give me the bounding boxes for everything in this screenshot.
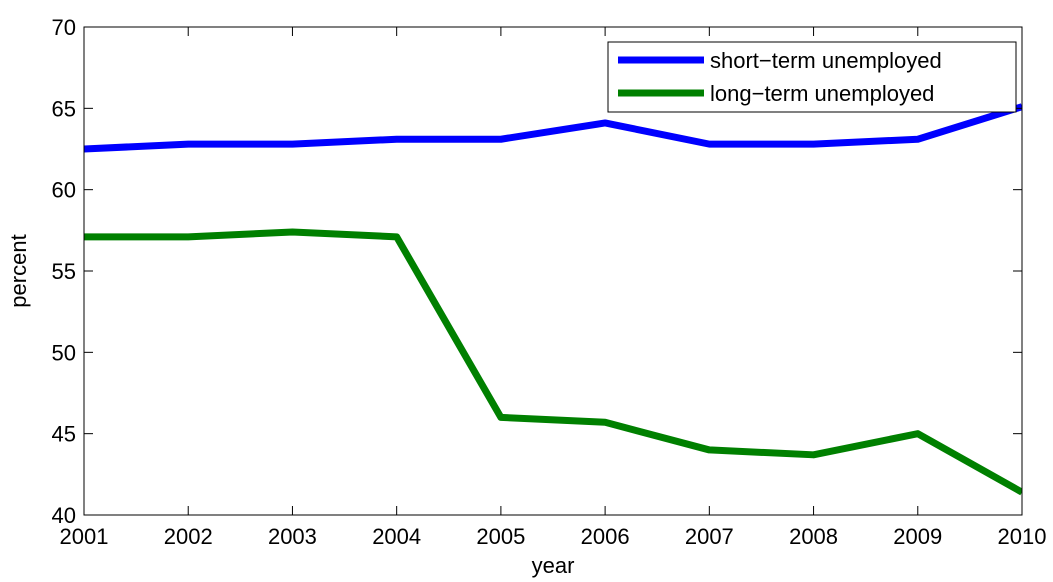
- line-series: [84, 103, 1022, 153]
- legend-label: long−term unemployed: [710, 81, 934, 106]
- legend-box: [607, 41, 1017, 113]
- y-tick-label: 65: [52, 96, 76, 121]
- x-tick-label: 2007: [685, 524, 734, 549]
- x-axis-label: year: [532, 553, 575, 578]
- y-tick-label: 70: [52, 15, 76, 40]
- y-tick-label: 50: [52, 340, 76, 365]
- y-axis-label: percent: [6, 234, 31, 307]
- x-tick-label: 2009: [893, 524, 942, 549]
- x-tick-label: 2003: [268, 524, 317, 549]
- y-tick-label: 45: [52, 422, 76, 447]
- x-tick-label: 2002: [164, 524, 213, 549]
- y-tick-label: 60: [52, 178, 76, 203]
- x-tick-label: 2001: [60, 524, 109, 549]
- line-series: [84, 228, 1022, 496]
- x-tick-label: 2008: [789, 524, 838, 549]
- lines: [84, 103, 1022, 496]
- y-tick-label: 55: [52, 259, 76, 284]
- y-tick-label: 40: [52, 503, 76, 528]
- legend-label: short−term unemployed: [710, 48, 942, 73]
- x-tick-label: 2005: [476, 524, 525, 549]
- x-tick-label: 2010: [998, 524, 1047, 549]
- x-tick-label: 2006: [581, 524, 630, 549]
- x-tick-label: 2004: [372, 524, 421, 549]
